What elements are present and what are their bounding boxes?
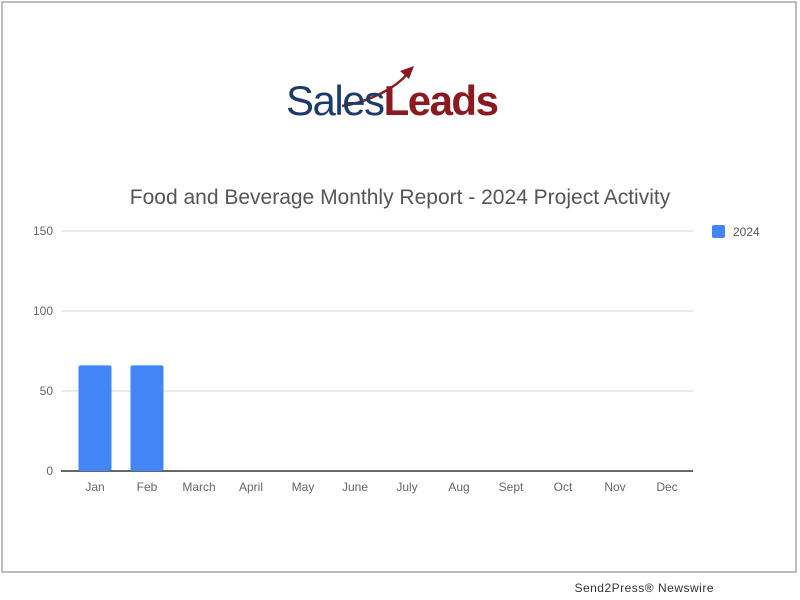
legend-swatch	[712, 225, 725, 238]
x-tick-label: Oct	[554, 480, 573, 494]
y-tick-label: 50	[40, 384, 54, 398]
x-tick-label: May	[292, 480, 315, 494]
trend-arrow-icon	[341, 66, 414, 108]
logo-text: SalesLeads	[286, 77, 499, 124]
logo-leads: Leads	[383, 77, 499, 124]
x-tick-label: Jan	[85, 480, 104, 494]
x-tick-label: Feb	[137, 480, 158, 494]
x-tick-label: Sept	[499, 480, 524, 494]
bar[interactable]	[130, 365, 164, 471]
saleslead-logo: SalesLeads	[280, 62, 520, 132]
bar[interactable]	[78, 365, 112, 471]
legend-label: 2024	[733, 225, 760, 239]
chart-title: Food and Beverage Monthly Report - 2024 …	[129, 186, 671, 209]
y-tick-label: 100	[33, 304, 53, 318]
x-tick-label: March	[182, 480, 215, 494]
y-tick-label: 150	[33, 224, 53, 238]
x-tick-label: Dec	[656, 480, 677, 494]
footer-strip	[0, 576, 800, 600]
x-tick-label: June	[342, 480, 368, 494]
x-tick-label: April	[239, 480, 263, 494]
x-tick-label: Aug	[448, 480, 469, 494]
footer-credit: Send2Press® Newswire	[574, 581, 714, 595]
logo-sales: Sales	[286, 77, 385, 124]
x-tick-label: Nov	[604, 480, 625, 494]
x-tick-label: July	[396, 480, 417, 494]
chart-card	[1, 1, 797, 573]
bar-chart: 0 50 100 150 Jan Feb March April May June July Aug…	[33, 224, 760, 494]
y-tick-label: 0	[46, 464, 53, 478]
